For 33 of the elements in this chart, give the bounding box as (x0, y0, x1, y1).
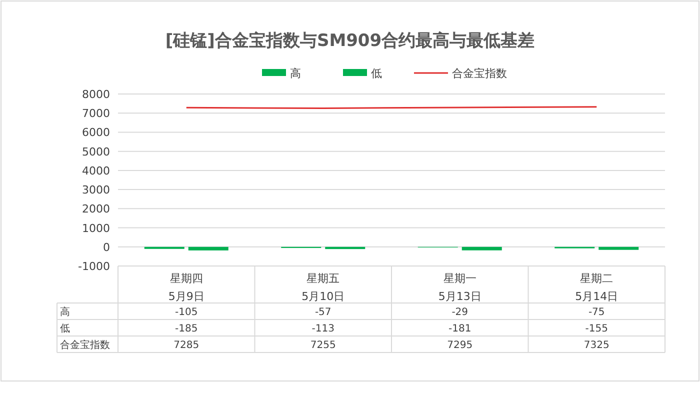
data-label: -113 (312, 324, 334, 334)
y-tick-label: 6000 (82, 126, 110, 140)
x-tick-label: 星期一 5月13日 (438, 272, 482, 303)
y-tick-label: 8000 (82, 88, 110, 101)
data-label: 7285 (174, 340, 200, 351)
y-tick-label: 0 (103, 240, 110, 254)
y-tick-label: 7000 (82, 107, 110, 120)
y-tick-label: 4000 (82, 164, 110, 178)
y-tick-label: -1000 (78, 260, 110, 273)
legend-label: 合金宝指数 (452, 67, 507, 80)
y-tick-label: 2000 (82, 202, 110, 216)
data-label: -105 (175, 307, 198, 318)
x-tick-label: 星期五 5月10日 (302, 272, 345, 303)
data-label: -29 (452, 307, 468, 318)
x-tick-label: 星期四 5月9日 (168, 272, 204, 303)
legend-label: 高 (290, 67, 301, 80)
legend-label: 低 (371, 67, 382, 80)
y-tick-label: 5000 (82, 145, 110, 158)
data-label: -75 (588, 307, 605, 318)
y-tick-label: 3000 (82, 184, 110, 197)
data-label: -155 (585, 324, 608, 334)
x-tick-label: 星期二 5月14日 (575, 272, 618, 303)
text: 低 (60, 324, 70, 334)
data-label: 7325 (584, 340, 610, 351)
data-label: 7255 (310, 340, 336, 351)
data-label: -181 (448, 324, 472, 334)
y-tick-label: 1000 (82, 222, 110, 235)
text: 高 (60, 307, 70, 318)
data-label: -57 (314, 307, 332, 318)
data-label: 7295 (447, 340, 473, 351)
chart-title: [硅锰]合金宝指数与SM909合约最高与最低基差 (165, 31, 535, 51)
text: 合金宝指数 (60, 340, 110, 351)
data-label: -185 (175, 324, 198, 334)
